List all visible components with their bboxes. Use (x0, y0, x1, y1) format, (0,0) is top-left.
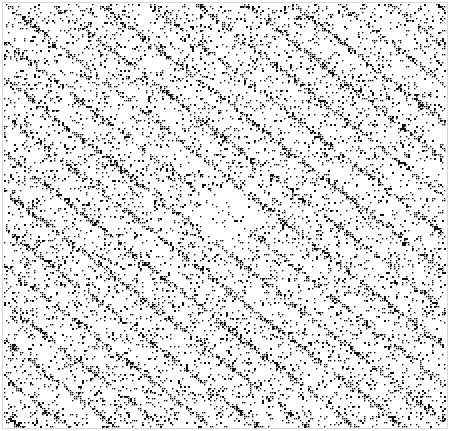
page: (() => { JSON.parse(document.getElementB… (0, 0, 450, 431)
noise-image (0, 0, 450, 431)
